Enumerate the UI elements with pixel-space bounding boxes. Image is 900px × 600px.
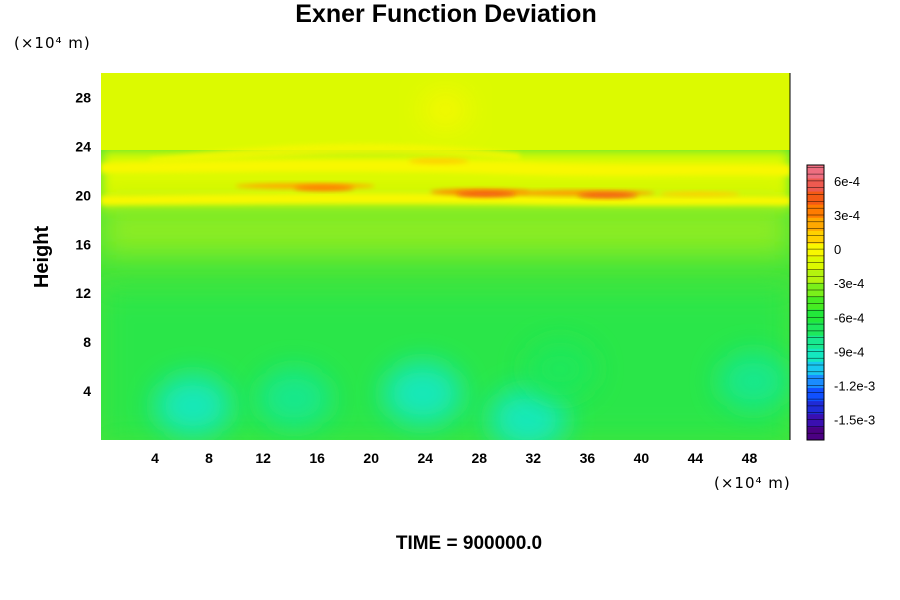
colorbar-segment bbox=[807, 309, 824, 323]
x-tick-label: 28 bbox=[471, 450, 487, 466]
colorbar-segment bbox=[807, 361, 824, 375]
y-tick-label: 8 bbox=[83, 334, 91, 350]
x-tick-label: 16 bbox=[309, 450, 325, 466]
colorbar-tick-label: -9e-4 bbox=[834, 344, 864, 359]
field-feature-7 bbox=[456, 191, 517, 198]
colorbar-segment bbox=[807, 374, 824, 389]
field-feature-2 bbox=[382, 361, 463, 426]
chart-title: Exner Function Deviation bbox=[295, 0, 596, 28]
y-tick-label: 12 bbox=[75, 285, 91, 301]
colorbar-segment bbox=[807, 335, 824, 349]
colorbar-segment bbox=[807, 387, 824, 402]
y-axis-ticks: 4 8 12 16 20 24 28 bbox=[75, 89, 91, 399]
field-feature-1 bbox=[256, 368, 332, 429]
x-tick-label: 44 bbox=[688, 450, 704, 466]
x-tick-label: 24 bbox=[417, 450, 433, 466]
colorbar-segment bbox=[807, 413, 824, 428]
x-tick-label: 12 bbox=[255, 450, 271, 466]
x-tick-label: 20 bbox=[363, 450, 379, 466]
colorbar-segment bbox=[807, 165, 824, 179]
colorbar-segment bbox=[807, 256, 824, 271]
colorbar-tick-label: 0 bbox=[834, 242, 841, 257]
field-feature-9 bbox=[408, 158, 469, 165]
y-axis-unit: (×10⁴ m) bbox=[14, 34, 91, 52]
y-tick-label: 20 bbox=[75, 187, 91, 203]
colorbar: 6e-4 3e-4 0 -3e-4 -6e-4 -9e-4 -1.2e-3 -1.5e-3 bbox=[806, 164, 875, 441]
colorbar-segment bbox=[807, 178, 824, 192]
y-tick-label: 24 bbox=[75, 138, 91, 154]
y-axis-label: Height bbox=[31, 226, 53, 289]
colorbar-tick-label: 3e-4 bbox=[834, 208, 860, 223]
x-axis-ticks: 4 8 12 16 20 24 28 32 36 40 44 48 bbox=[151, 450, 757, 466]
field-band-transition bbox=[101, 205, 790, 255]
colorbar-tick-label: 6e-4 bbox=[834, 174, 860, 189]
colorbar-segment bbox=[807, 400, 824, 415]
x-tick-label: 40 bbox=[634, 450, 650, 466]
colorbar-segment bbox=[807, 204, 824, 218]
field-minima bbox=[154, 90, 790, 440]
colorbar-segment bbox=[807, 230, 824, 244]
colorbar-segment bbox=[807, 426, 824, 441]
colorbar-segment bbox=[807, 282, 824, 297]
colorbar-segment bbox=[807, 322, 824, 336]
x-axis-unit: (×10⁴ m) bbox=[714, 474, 791, 492]
colorbar-tick-label: -1.5e-3 bbox=[834, 413, 875, 428]
field-feature-3 bbox=[488, 387, 567, 440]
x-tick-label: 8 bbox=[205, 450, 213, 466]
y-tick-label: 28 bbox=[75, 89, 91, 105]
field-feature-5 bbox=[717, 352, 790, 411]
colorbar-segment bbox=[807, 243, 824, 258]
time-label: TIME = 900000.0 bbox=[396, 533, 542, 554]
field-feature-8 bbox=[577, 192, 638, 199]
colorbar-segment bbox=[807, 348, 824, 362]
x-tick-label: 48 bbox=[742, 450, 758, 466]
x-tick-label: 32 bbox=[526, 450, 542, 466]
field-feature-4 bbox=[525, 340, 596, 398]
y-tick-label: 4 bbox=[83, 383, 91, 399]
x-tick-label: 36 bbox=[580, 450, 596, 466]
colorbar-segment bbox=[807, 295, 824, 310]
field-feature-0 bbox=[154, 374, 232, 437]
field-feature-10 bbox=[422, 90, 469, 129]
colorbar-segment bbox=[807, 217, 824, 231]
y-tick-label: 16 bbox=[75, 236, 91, 252]
colorbar-tick-label: -3e-4 bbox=[834, 276, 864, 291]
field-streak-yellow-1 bbox=[101, 159, 790, 176]
heatmap-field bbox=[101, 73, 790, 440]
colorbar-frame bbox=[806, 164, 825, 441]
x-tick-label: 4 bbox=[151, 450, 159, 466]
field-feature-6 bbox=[293, 184, 354, 191]
colorbar-segment bbox=[807, 191, 824, 205]
colorbar-tick-label: -6e-4 bbox=[834, 310, 864, 325]
colorbar-tick-label: -1.2e-3 bbox=[834, 378, 875, 393]
field-ridge-gold bbox=[660, 191, 740, 197]
field-arc-yellow bbox=[150, 143, 520, 162]
